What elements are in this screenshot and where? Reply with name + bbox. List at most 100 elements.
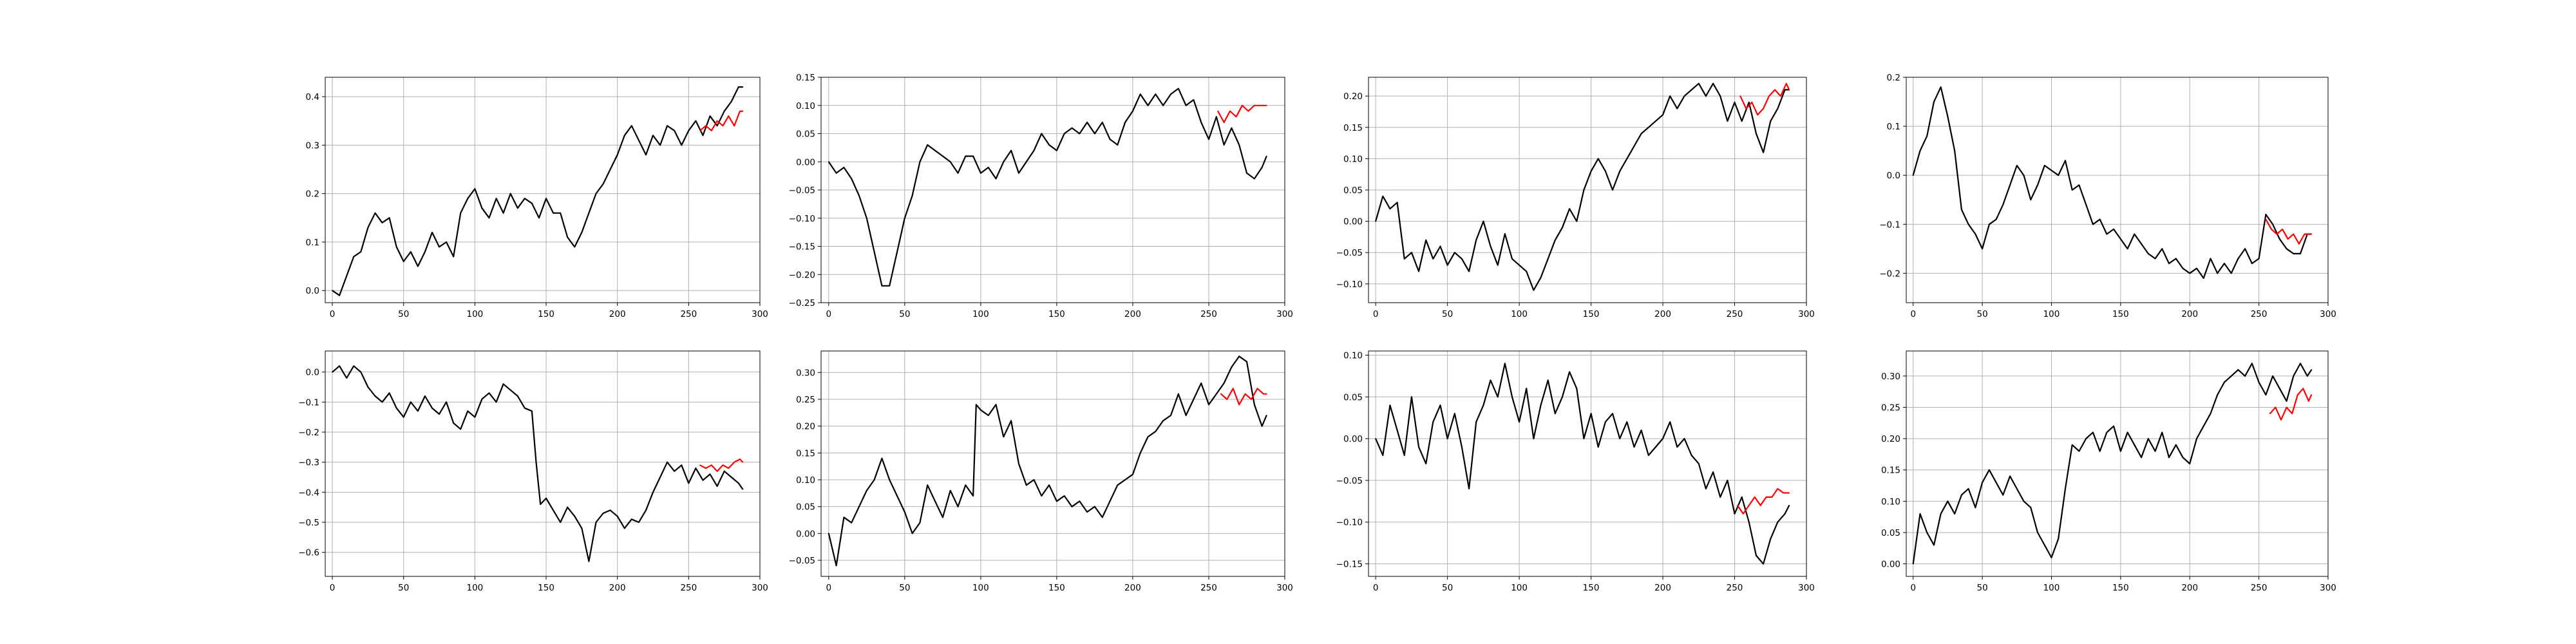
actual-data-point [560, 212, 562, 214]
y-tick-label: 0.25 [1881, 403, 1900, 413]
actual-data-point [1612, 413, 1613, 415]
actual-data-point [2265, 214, 2267, 215]
actual-series-line [1912, 86, 2312, 279]
forecast-series-line [1739, 82, 1790, 116]
actual-data-point [1734, 101, 1736, 103]
forecast-data-point [1763, 108, 1765, 109]
actual-data-point [2202, 425, 2204, 427]
actual-data-point [652, 135, 654, 137]
y-tick-label: −0.1 [298, 397, 319, 408]
actual-data-point [2106, 431, 2108, 433]
x-tick-label: 200 [2181, 583, 2198, 593]
actual-data-point [1669, 421, 1671, 423]
actual-data-point [1403, 258, 1405, 260]
actual-data-point [638, 139, 639, 141]
actual-data-point [1547, 379, 1549, 381]
actual-data-point [730, 100, 732, 102]
actual-data-point [1200, 122, 1202, 123]
actual-data-point [2078, 450, 2080, 452]
actual-data-point [972, 495, 974, 497]
actual-data-point [1741, 496, 1743, 498]
actual-data-point [545, 198, 547, 200]
actual-data-point [495, 198, 497, 200]
x-tick-label: 250 [1727, 309, 1743, 319]
actual-data-point [2251, 363, 2253, 365]
actual-data-point [2258, 381, 2260, 383]
actual-data-point [1033, 149, 1035, 151]
actual-data-point [2300, 363, 2301, 365]
actual-data-point [1583, 438, 1585, 440]
y-tick-label: 0.1 [306, 238, 319, 248]
x-tick-label: 150 [1583, 309, 1600, 319]
x-tick-label: 100 [1511, 583, 1528, 593]
actual-data-point [645, 154, 647, 156]
y-tick-label: 0.3 [306, 140, 319, 151]
y-tick-label: 0.05 [1343, 392, 1363, 402]
forecast-data-point [1260, 104, 1262, 106]
actual-data-point [1403, 455, 1405, 456]
actual-data-point [567, 236, 569, 238]
forecast-data-point [1783, 492, 1785, 494]
actual-data-point [1018, 463, 1019, 464]
actual-data-point [1597, 158, 1599, 160]
y-tick-label: 0.20 [1343, 91, 1363, 102]
actual-data-point [1418, 446, 1419, 448]
actual-data-point [424, 395, 426, 397]
actual-data-point [1375, 438, 1377, 440]
y-tick-label: 0.10 [796, 101, 815, 111]
actual-data-point [460, 212, 462, 214]
actual-data-point [2119, 450, 2121, 452]
forecast-data-point [710, 129, 712, 131]
actual-data-point [1101, 516, 1103, 518]
actual-data-point [737, 482, 739, 484]
actual-data-point [2286, 400, 2287, 402]
actual-data-point [2189, 463, 2191, 464]
actual-data-point [1490, 245, 1492, 247]
y-tick-label: 0.1 [1887, 122, 1900, 132]
actual-data-point [1124, 122, 1126, 123]
actual-data-point [1604, 421, 1606, 423]
actual-data-point [1727, 480, 1728, 481]
actual-data-point [560, 522, 562, 523]
actual-data-point [1139, 452, 1141, 454]
actual-data-point [1147, 104, 1149, 106]
actual-data-point [360, 371, 362, 373]
actual-data-point [1094, 506, 1095, 507]
actual-data-point [1048, 144, 1050, 146]
actual-data-point [987, 167, 989, 168]
x-tick-label: 300 [1798, 309, 1815, 319]
x-tick-label: 0 [1910, 583, 1916, 593]
actual-data-point [1576, 220, 1578, 222]
x-tick-label: 50 [899, 583, 910, 593]
plot-frame [1368, 350, 1807, 577]
actual-data-point [1583, 189, 1585, 191]
y-tick-label: 0.0 [1887, 171, 1900, 181]
actual-data-point [881, 285, 883, 287]
actual-data-point [1056, 149, 1057, 151]
actual-data-point [1238, 355, 1240, 357]
actual-data-point [1261, 425, 1263, 427]
actual-data-point [588, 560, 590, 562]
actual-data-point [1094, 133, 1095, 135]
actual-data-point [346, 377, 348, 379]
actual-data-point [1025, 161, 1027, 163]
actual-data-point [1940, 513, 1942, 515]
actual-data-point [374, 395, 376, 397]
actual-data-point [2251, 263, 2253, 265]
actual-data-point [934, 500, 936, 502]
actual-data-point [1231, 127, 1233, 129]
actual-data-point [1155, 93, 1157, 95]
forecast-data-point [1229, 110, 1231, 112]
actual-data-point [995, 178, 997, 180]
actual-data-point [2293, 375, 2295, 377]
actual-data-point [873, 251, 875, 253]
actual-data-point [1446, 438, 1448, 440]
actual-data-point [1533, 289, 1535, 291]
forecast-data-point [2276, 233, 2278, 235]
actual-data-point [2202, 278, 2204, 279]
actual-data-point [2016, 488, 2018, 489]
actual-data-point [1223, 144, 1225, 146]
actual-data-point [1554, 413, 1556, 415]
actual-data-point [1590, 413, 1592, 415]
actual-data-point [524, 198, 526, 200]
